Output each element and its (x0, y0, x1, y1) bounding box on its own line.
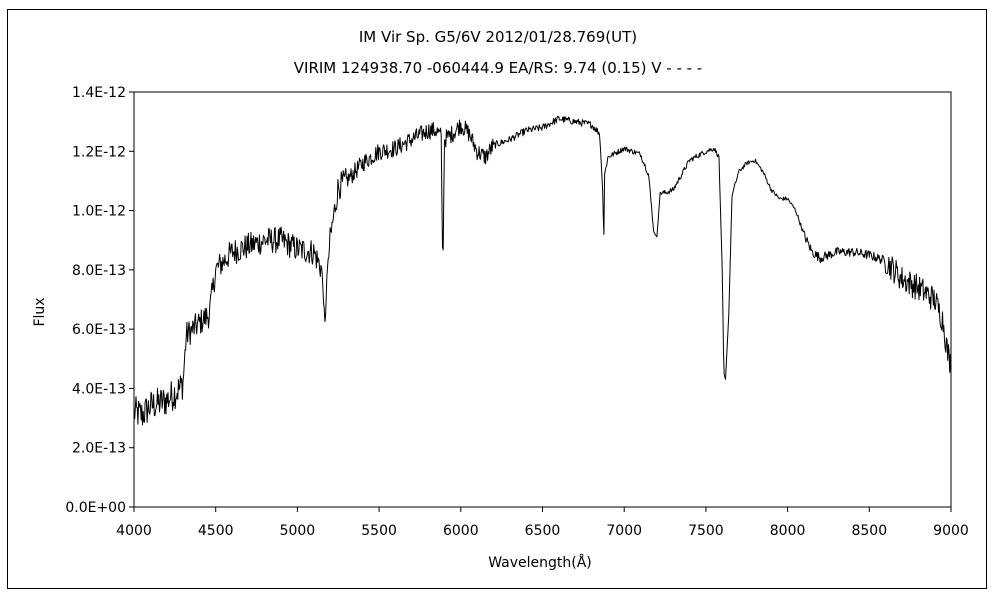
plot-area (133, 91, 952, 508)
y-tick-label: 1.0E-12 (72, 204, 126, 220)
spectrum-line (133, 115, 952, 426)
x-tick-label: 7500 (688, 523, 724, 539)
x-tick-label: 6500 (525, 523, 561, 539)
x-tick-label: 4000 (116, 523, 152, 539)
chart-subtitle: VIRIM 124938.70 -060444.9 EA/RS: 9.74 (0… (294, 59, 702, 77)
y-tick-label: 0.0E+00 (65, 500, 126, 516)
x-tick-label: 6000 (443, 523, 479, 539)
x-tick-label: 5500 (361, 523, 397, 539)
x-tick-label: 9000 (933, 523, 969, 539)
y-tick-label: 6.0E-13 (72, 322, 126, 338)
x-tick-label: 8500 (851, 523, 887, 539)
y-tick-label: 8.0E-13 (72, 263, 126, 279)
y-tick-label: 2.0E-13 (72, 441, 126, 457)
x-axis: 4000 4500 5000 5500 6000 6500 7000 7500 8000 8500… (116, 507, 969, 539)
chart-frame (7, 9, 987, 589)
x-tick-label: 7000 (606, 523, 642, 539)
y-tick-label: 4.0E-13 (72, 381, 126, 397)
y-tick-label: 1.4E-12 (72, 85, 126, 101)
x-axis-label: Wavelength(Å) (488, 554, 592, 571)
y-tick-label: 1.2E-12 (72, 144, 126, 160)
y-axis: 0.0E+00 2.0E-13 4.0E-13 6.0E-13 8.0E-13 1.0E-… (65, 85, 134, 516)
x-tick-label: 8000 (770, 523, 806, 539)
x-tick-label: 4500 (198, 523, 234, 539)
y-axis-label: Flux (32, 297, 48, 326)
x-tick-label: 5000 (280, 523, 316, 539)
chart-title: IM Vir Sp. G5/6V 2012/01/28.769(UT) (359, 28, 637, 46)
